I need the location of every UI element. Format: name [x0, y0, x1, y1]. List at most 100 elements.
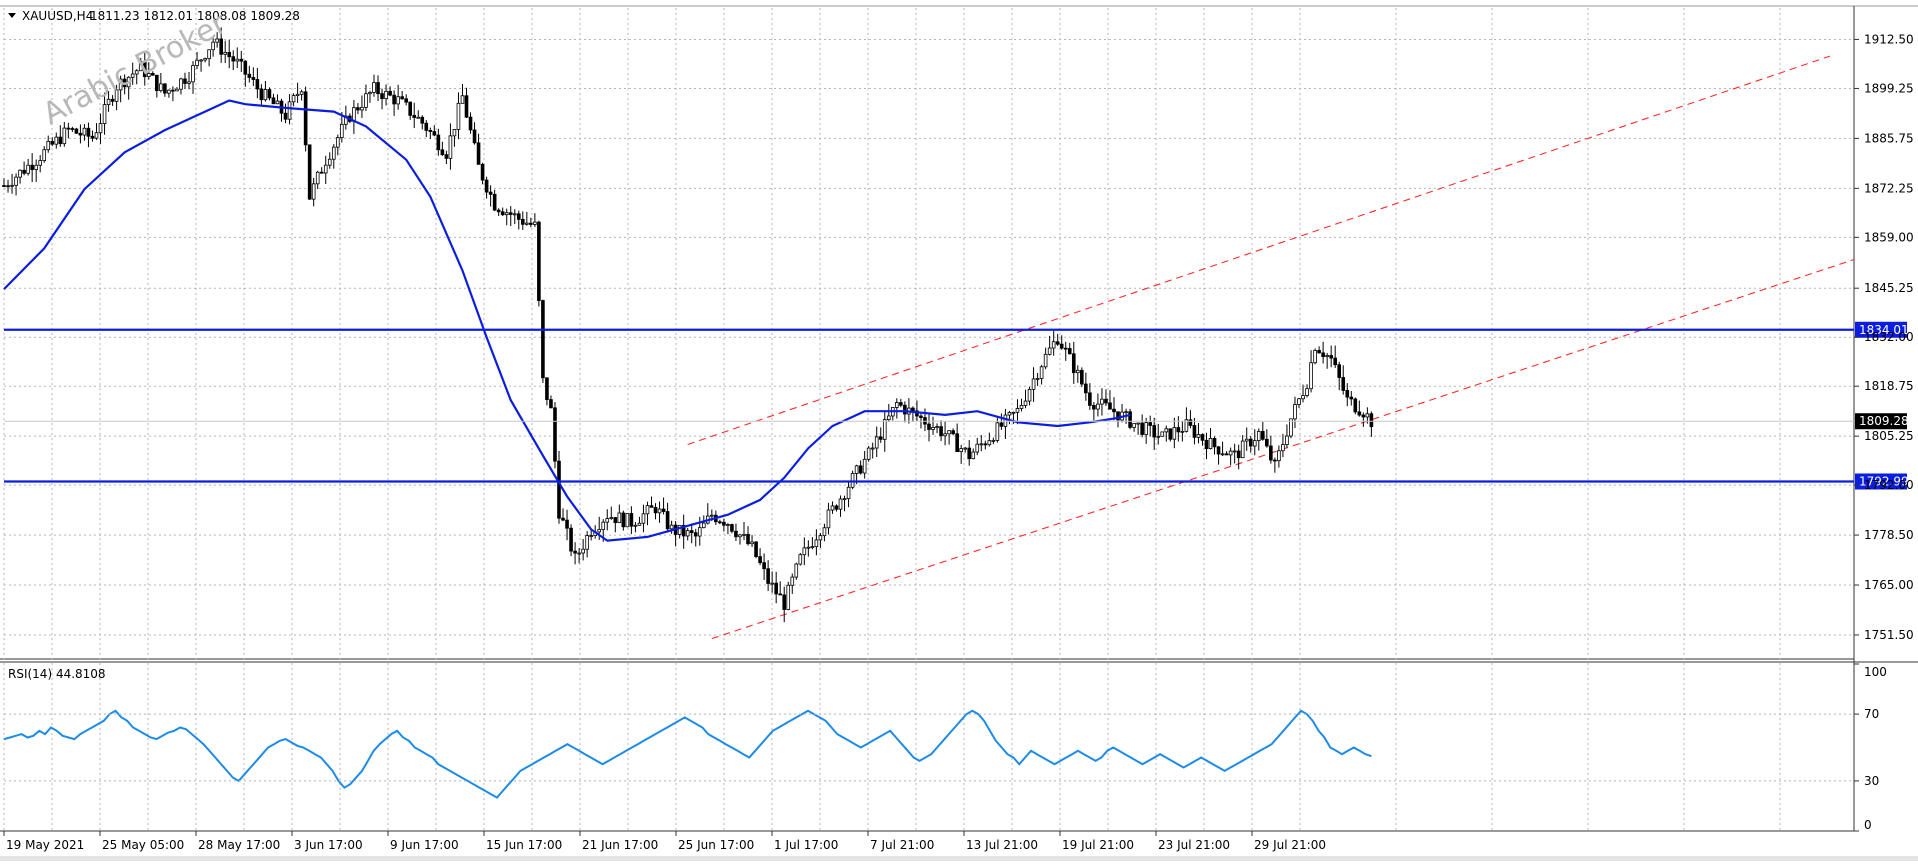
candle-body: [106, 98, 111, 106]
candle-body: [94, 132, 99, 139]
candle-body: [167, 89, 171, 94]
candle-body: [1051, 341, 1056, 349]
candle-body: [191, 65, 195, 83]
candle-body: [959, 448, 963, 453]
price-axis[interactable]: 1912.50 1899.25 1885.75 1872.25 1859.00 1845.…: [1854, 32, 1914, 642]
candle-body: [468, 116, 473, 131]
candle-body: [58, 136, 63, 145]
candle-body: [798, 554, 803, 565]
candle-body: [1192, 425, 1197, 438]
candle-body: [460, 95, 465, 104]
candle-body: [541, 300, 545, 379]
candle-body: [943, 433, 947, 437]
candle-body: [436, 134, 441, 151]
candle-body: [1047, 347, 1052, 355]
candle-body: [882, 419, 887, 440]
horizontal-levels[interactable]: 1834.01 1792.99 1809.28: [4, 321, 1909, 490]
candle-body: [665, 511, 670, 530]
candle-body: [766, 568, 770, 584]
candle-body: [1132, 422, 1136, 428]
rsi-tick-label: 30: [1864, 774, 1879, 788]
price-tick-label: 1845.25: [1864, 281, 1914, 295]
candle-body: [1357, 411, 1362, 416]
candle-body: [126, 76, 131, 88]
candle-body: [66, 127, 71, 130]
candle-body: [927, 423, 931, 430]
candle-body: [529, 222, 533, 225]
candle-body: [1277, 450, 1281, 462]
candle-body: [22, 169, 26, 174]
horizontal-scrollbar[interactable]: [0, 856, 1918, 861]
candle-body: [219, 38, 223, 55]
candle-body: [1084, 383, 1088, 394]
candle-body: [368, 92, 372, 95]
candle-body: [307, 144, 312, 200]
candle-body: [569, 527, 573, 552]
time-axis[interactable]: 19 May 2021 25 May 05:00 28 May 17:00 3 Jun…: [3, 831, 1326, 852]
candle-body: [231, 56, 236, 62]
candle-body: [110, 98, 115, 102]
current-price-label: 1809.28: [1859, 414, 1909, 428]
candle-body: [854, 465, 859, 474]
candle-body: [754, 541, 758, 558]
candle-body: [778, 593, 783, 596]
candle-body: [1075, 369, 1080, 374]
candle-body: [1269, 445, 1273, 461]
candle-body: [207, 49, 211, 59]
candle-body: [919, 415, 923, 418]
candle-body: [1128, 411, 1132, 428]
candle-body: [2, 185, 6, 187]
candle-body: [227, 52, 232, 58]
candle-body: [488, 191, 493, 195]
candle-body: [1156, 435, 1161, 438]
moving-average-line: [3, 99, 1131, 542]
chart-menu-triangle-icon[interactable]: [8, 13, 16, 18]
time-tick-label: 1 Jul 17:00: [774, 838, 838, 852]
candle-body: [685, 530, 690, 537]
candle-body: [444, 154, 449, 159]
candle-body: [874, 436, 879, 449]
candle-body: [742, 533, 746, 536]
candle-body: [42, 149, 47, 161]
candle-body: [1325, 355, 1329, 358]
price-tick-label: 1899.25: [1864, 81, 1914, 95]
candle-body: [6, 185, 10, 188]
candle-body: [492, 193, 497, 211]
price-tick-label: 1859.00: [1864, 230, 1914, 244]
candle-body: [400, 96, 404, 100]
candle-body: [786, 584, 791, 610]
level-price-tag: [1855, 473, 1907, 490]
candle-body: [645, 505, 650, 515]
candle-body: [1007, 412, 1012, 416]
candle-body: [955, 433, 959, 453]
candle-body: [14, 176, 18, 186]
candle-body: [1055, 341, 1060, 345]
price-tick-label: 1765.00: [1864, 578, 1914, 592]
channel-line-upper[interactable]: [687, 55, 1831, 445]
candle-body: [516, 213, 521, 220]
candle-body: [376, 82, 380, 95]
candle-body: [617, 512, 622, 524]
candle-body: [1180, 430, 1185, 433]
candle-body: [476, 142, 481, 165]
candle-body: [963, 447, 968, 450]
candle-body: [271, 97, 276, 105]
time-tick-label: 9 Jun 17:00: [390, 838, 459, 852]
rsi-line: [3, 709, 1372, 799]
candle-body: [633, 524, 638, 527]
time-tick-label: 15 Jun 17:00: [486, 838, 562, 852]
time-tick-label: 3 Jun 17:00: [294, 838, 363, 852]
candle-body: [1140, 422, 1144, 435]
candle-body: [939, 426, 943, 437]
level-price-tag: [1855, 321, 1907, 338]
candle-body: [1108, 402, 1112, 410]
candle-body: [155, 74, 159, 92]
time-tick-label: 29 Jul 21:00: [1254, 838, 1326, 852]
candle-body: [199, 59, 203, 62]
candle-body: [1252, 440, 1257, 447]
candle-body: [722, 521, 726, 526]
candle-body: [235, 58, 240, 62]
